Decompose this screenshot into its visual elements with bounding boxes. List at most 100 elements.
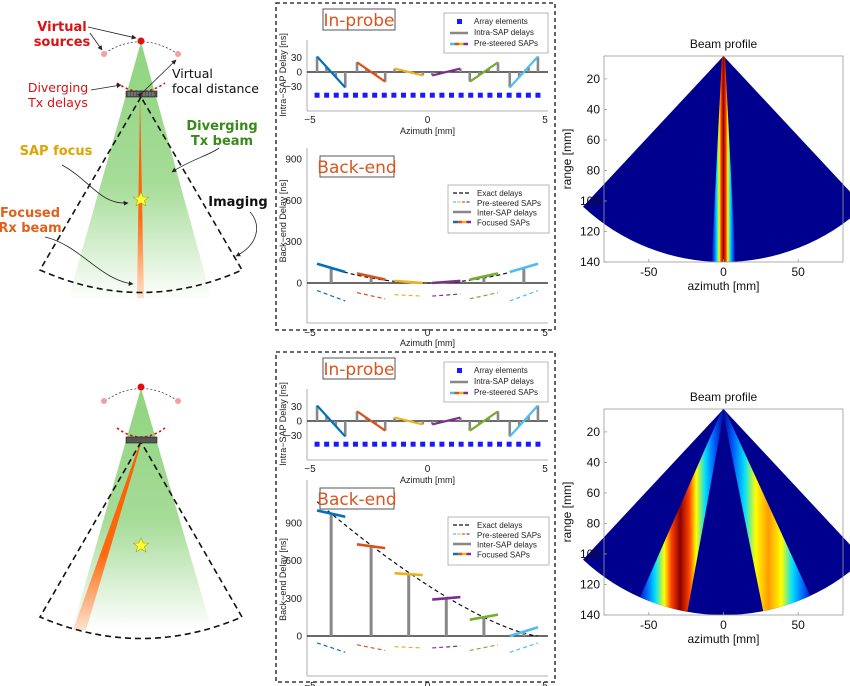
x-tick-label: 0 (720, 618, 727, 632)
focused-sap-line (394, 571, 423, 577)
pre-steered-sap-line (432, 293, 461, 297)
pre-steered-sap-line (509, 290, 539, 302)
y-tick-label: 40 (587, 102, 601, 116)
x-tick-label: −5 (304, 681, 316, 686)
schematic-bottom (38, 383, 244, 640)
legend-label: Focused SAPs (477, 550, 530, 559)
pre-steered-sap-line (469, 61, 499, 83)
array-element-marker (516, 92, 522, 98)
probe-array (125, 436, 158, 444)
array-element-marker (535, 92, 541, 98)
pre-steered-sap-line (508, 55, 539, 89)
array-element-marker (506, 92, 512, 98)
arrow-virtual-sources-2 (89, 32, 103, 51)
legend-label: Exact delays (477, 521, 522, 530)
y-tick-label: 900 (285, 155, 302, 166)
pre-steered-sap-line (394, 646, 423, 649)
label-imaging: Imaging (208, 195, 267, 210)
x-axis-label: Azimuth [mm] (400, 475, 455, 485)
array-element-marker (333, 441, 339, 447)
virtual-source-left (101, 398, 107, 404)
array-element-marker (362, 92, 368, 98)
array-element-marker (400, 92, 406, 98)
imaging-sector (38, 95, 244, 294)
virtual-source-right (175, 51, 181, 57)
array-element-marker (391, 441, 397, 447)
beam-profile-chart-1: Beam profile 20 40 60 80 100 120 140 -50 0 50 azimu… (560, 390, 850, 646)
x-tick-label: 50 (792, 618, 806, 632)
array-element-marker (410, 92, 416, 98)
y-tick-label: 80 (587, 163, 601, 177)
array-element-marker (535, 441, 541, 447)
label-focused-rx-beam-l1: Focused (0, 206, 60, 221)
y-axis-label: Back−end Delay [ns] (278, 538, 288, 621)
x-axis-label: Azimuth [mm] (400, 126, 455, 136)
array-element-marker (525, 92, 531, 98)
panel-title: Back-end (317, 490, 396, 510)
legend: Array elements Intra-SAP delays Pre-steere… (443, 12, 549, 54)
label-diverging-tx-beam-l2: Tx beam (191, 134, 253, 149)
legend-label: Exact delays (477, 189, 522, 198)
pre-steered-sap-line (431, 67, 461, 77)
virtual-source-center (137, 37, 145, 45)
y-tick-label: 300 (285, 594, 302, 605)
array-element-marker (420, 92, 426, 98)
in-probe-chart-0: 30 0 −30 −5 0 5 Azimuth [mm] Intra−SAP Delay [n… (278, 8, 549, 136)
y-tick-label: 600 (285, 556, 302, 567)
beam-main-lobe (722, 409, 815, 615)
y-tick-label: 120 (580, 577, 600, 591)
x-tick-label: −5 (304, 464, 316, 475)
star-icon (132, 191, 150, 207)
array-element-marker (506, 441, 512, 447)
array-element-marker (487, 92, 493, 98)
in-probe-chart-1: 30 0 −30 −5 0 5 Azimuth [mm] Intra−SAP Delay [n… (278, 357, 549, 485)
array-element-marker (439, 92, 445, 98)
pre-steered-sap-line (469, 292, 499, 300)
label-focused-rx-beam-l2: Rx beam (0, 221, 62, 236)
legend-label: Intra-SAP delays (474, 377, 534, 386)
label-virtual-focal-distance-l2: focal distance (172, 81, 259, 96)
array-element-marker (372, 441, 378, 447)
virtual-source-center (137, 383, 145, 391)
pre-steered-sap-line (394, 294, 423, 297)
back-end-chart-0: 900 600 300 0 −5 0 5 Azimuth [mm] Back−end Delay… (278, 148, 550, 348)
y-axis-label: Back−end Delay [ns] (278, 180, 288, 263)
legend-label: Pre-steered SAPs (474, 39, 538, 48)
x-tick-label: 0 (720, 265, 727, 279)
panel-title-box (319, 155, 395, 178)
y-tick-label: 0 (296, 632, 302, 643)
array-element-marker (420, 441, 426, 447)
y-axis-label: range [mm] (560, 482, 574, 543)
panel-box-top (275, 2, 556, 331)
pre-steered-sap-line (356, 61, 386, 83)
legend-swatch-array (457, 368, 462, 373)
pre-steered-sap-line (431, 416, 461, 426)
legend-label: Pre-steered SAPs (477, 531, 541, 540)
array-element-marker (516, 441, 522, 447)
label-virtual-sources-l1: Virtual (37, 20, 86, 35)
label-virtual-sources: Virtual sources (34, 20, 91, 50)
array-element-marker (429, 92, 435, 98)
x-tick-label: −5 (304, 328, 316, 339)
x-tick-label: -50 (640, 265, 658, 279)
y-tick-label: 120 (580, 224, 600, 238)
array-element-marker (343, 441, 349, 447)
rx-beam-steered (73, 443, 141, 630)
array-element-marker (314, 441, 320, 447)
star-icon (132, 537, 150, 553)
panel-title-box (319, 487, 395, 510)
legend-label: Focused SAPs (477, 218, 530, 227)
y-axis-label: Intra−SAP Delay [ns] (278, 33, 288, 117)
label-virtual-focal-distance-l1: Virtual (172, 66, 213, 81)
beams (635, 409, 815, 615)
array-element-marker (343, 92, 349, 98)
beam-profile-chart-0: Beam profile 20 40 60 80 100 120 140 -50 0 50 azimu… (560, 37, 850, 293)
focused-sap-line (509, 262, 539, 274)
y-tick-label: 140 (580, 608, 600, 622)
pre-steered-sap-line (356, 644, 386, 652)
array-element-marker (372, 92, 378, 98)
y-tick-label: 20 (587, 72, 601, 86)
